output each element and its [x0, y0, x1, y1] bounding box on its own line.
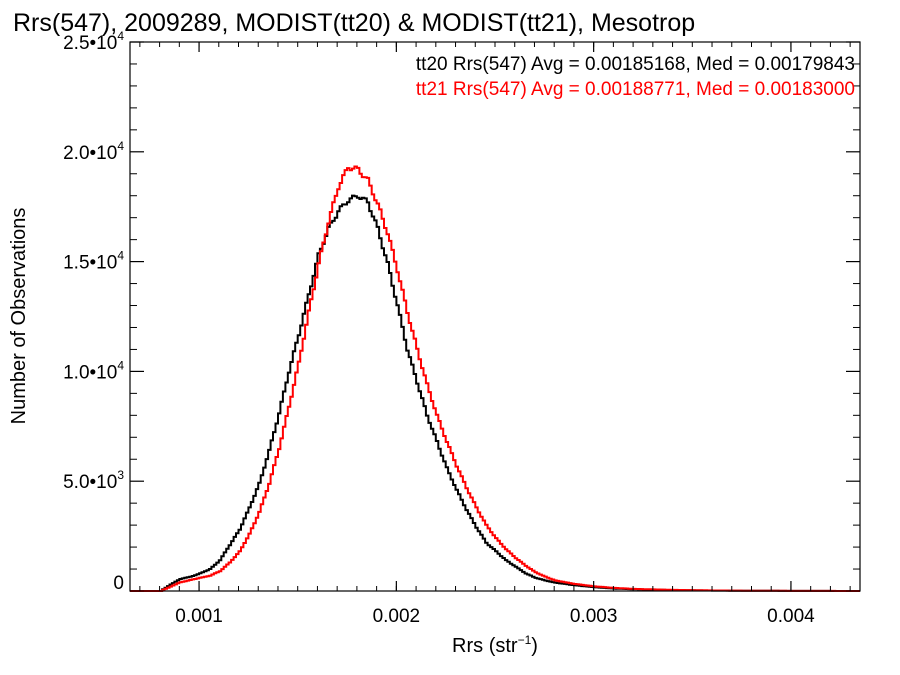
x-tick-label: 0.001	[175, 606, 223, 627]
series-tt21-line	[130, 165, 860, 592]
series-tt20-line	[130, 194, 860, 592]
x-tick-label: 0.004	[767, 606, 815, 627]
x-tick-label: 0.002	[373, 606, 421, 627]
y-tick-label: 2.5•104	[63, 29, 124, 54]
legend: tt20 Rrs(547) Avg = 0.00185168, Med = 0.…	[416, 54, 855, 100]
chart-title: Rrs(547), 2009289, MODIST(tt20) & MODIST…	[13, 9, 695, 37]
y-axis: 0 5.0•103 1.0•104 1.5•104 2.0•104 2.5•104	[63, 29, 860, 594]
x-axis: 0.001 0.002 0.003 0.004	[139, 42, 851, 627]
y-tick-label: 1.5•104	[63, 249, 124, 274]
y-axis-label: Number of Observations	[8, 208, 30, 425]
y-tick-label: 2.0•104	[63, 139, 124, 164]
plot-frame	[129, 41, 861, 592]
series-layer	[130, 165, 860, 592]
y-tick-label: 1.0•104	[63, 358, 124, 383]
legend-entry-tt20: tt20 Rrs(547) Avg = 0.00185168, Med = 0.…	[416, 54, 855, 75]
legend-entry-tt21: tt21 Rrs(547) Avg = 0.00188771, Med = 0.…	[416, 79, 855, 100]
y-tick-label: 5.0•103	[63, 468, 124, 493]
y-tick-label: 0	[113, 573, 124, 594]
x-axis-label: Rrs (str−1)	[452, 633, 538, 657]
x-tick-label: 0.003	[570, 606, 618, 627]
